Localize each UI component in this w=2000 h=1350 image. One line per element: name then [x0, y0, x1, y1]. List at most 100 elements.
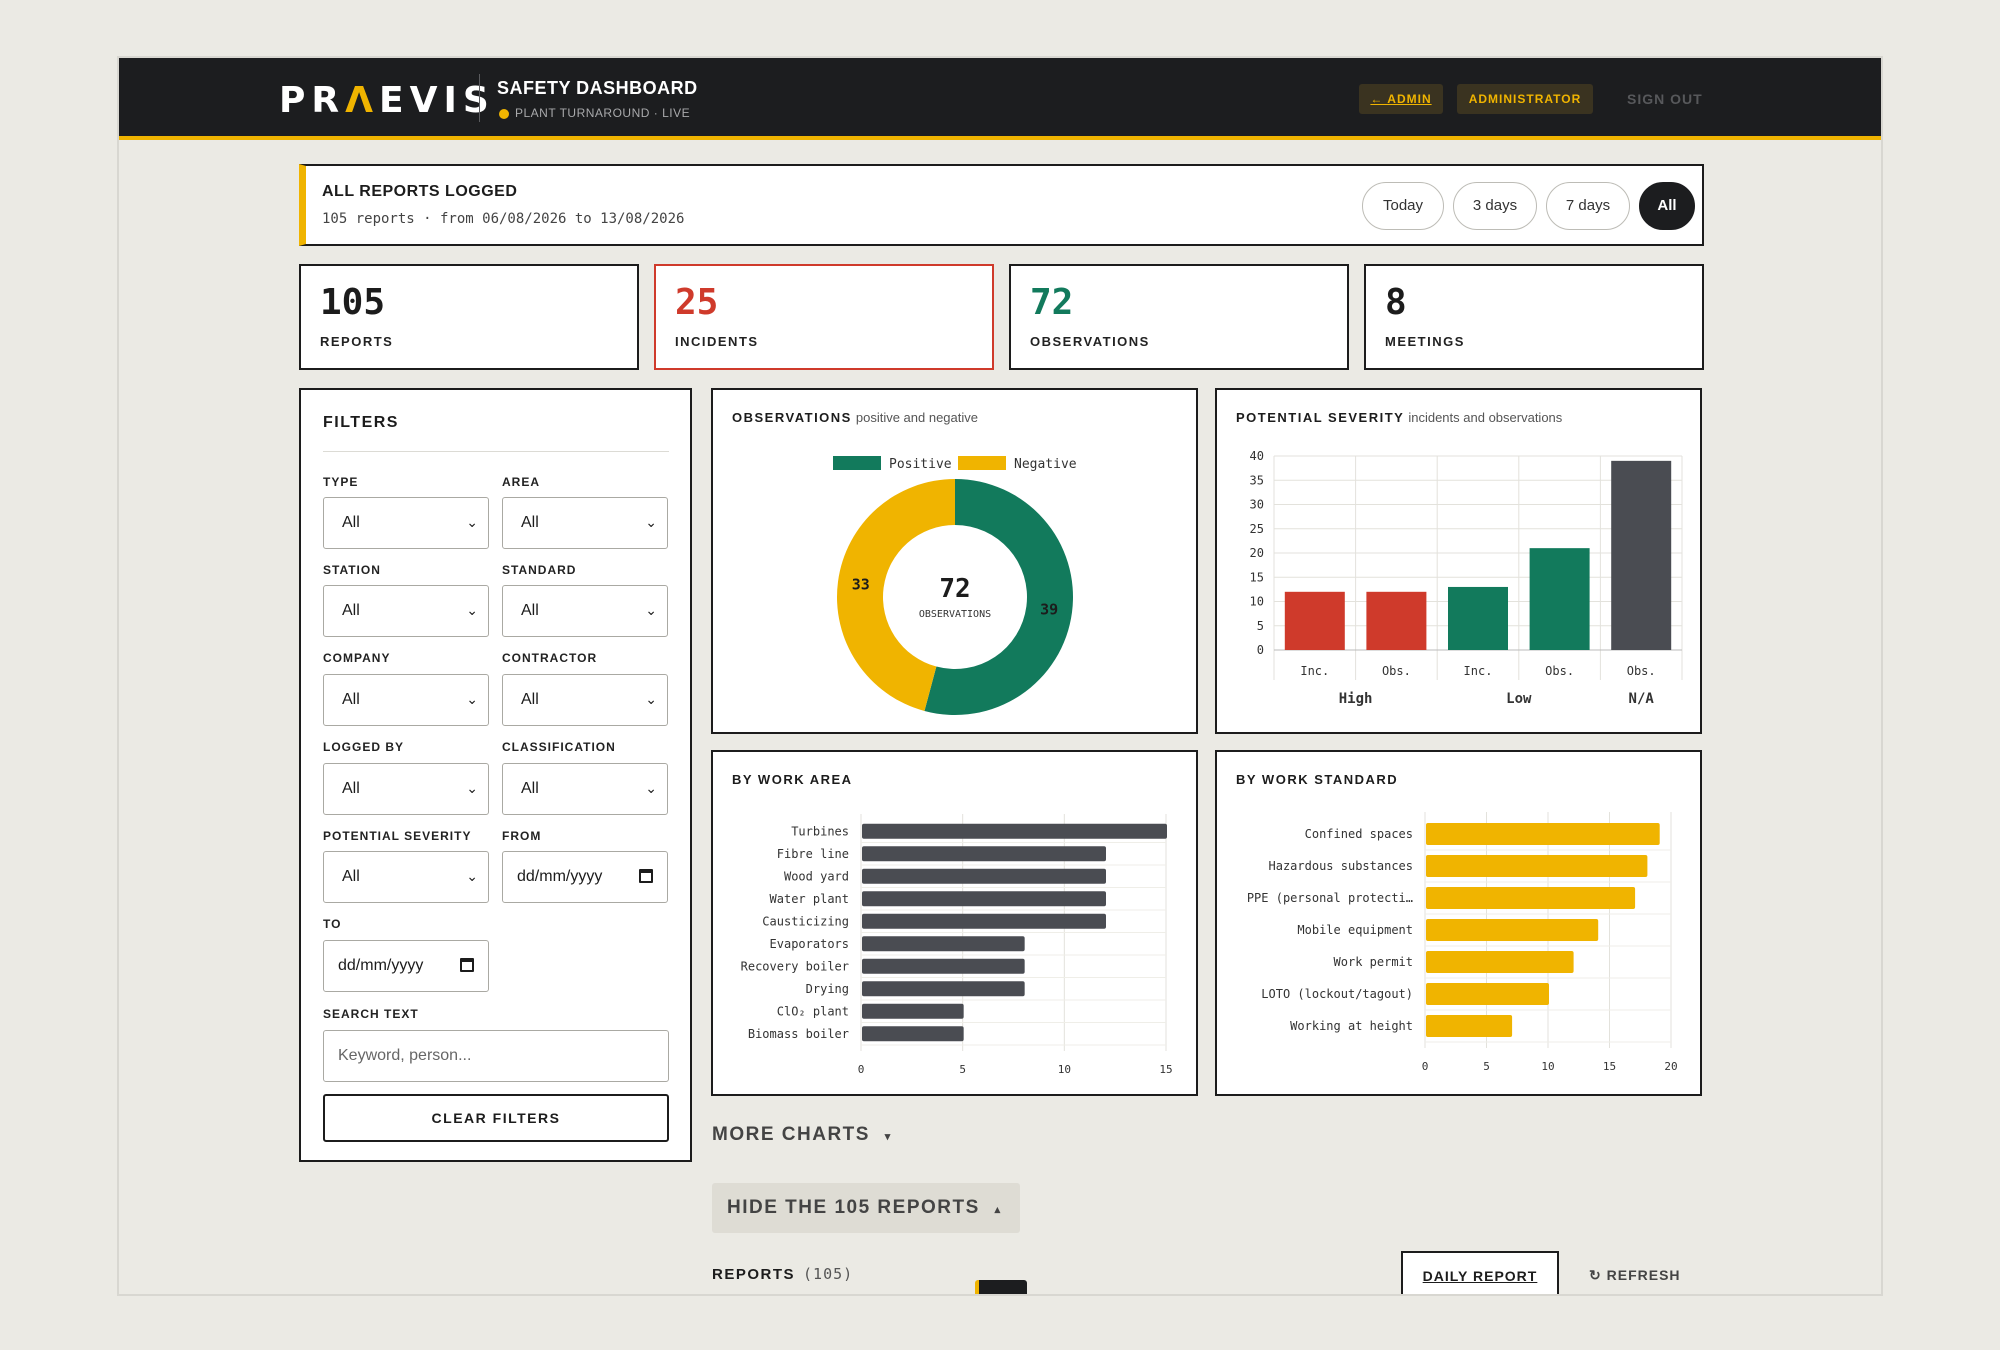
classification-select[interactable]: All ⌄ [502, 763, 668, 815]
bar [862, 1003, 964, 1019]
x-group-label: High [1339, 691, 1373, 707]
y-tick-label: Wood yard [784, 869, 849, 883]
calendar-icon[interactable] [639, 869, 653, 883]
x-tick-label: Inc. [1464, 664, 1493, 678]
x-tick-label: 0 [858, 1063, 865, 1076]
chevron-down-icon: ⌄ [466, 602, 478, 618]
panel-title-text: OBSERVATIONS [732, 410, 852, 425]
y-tick-label: PPE (personal protecti… [1247, 891, 1413, 905]
classification-label: CLASSIFICATION [502, 740, 616, 754]
reports-section-title: REPORTS (105) [712, 1265, 853, 1283]
range-all-button[interactable]: All [1639, 182, 1695, 230]
from-date-input[interactable]: dd/mm/yyyy [502, 851, 668, 903]
y-tick-label: LOTO (lockout/tagout) [1261, 987, 1413, 1001]
panel-title-text: POTENTIAL SEVERITY [1236, 410, 1405, 425]
to-date-value: dd/mm/yyyy [338, 957, 424, 974]
bar [1426, 919, 1599, 941]
potential-severity-value: All [342, 868, 360, 885]
x-group-label: Low [1506, 691, 1532, 707]
y-tick-label: Work permit [1334, 955, 1413, 969]
to-date-input[interactable]: dd/mm/yyyy [323, 940, 489, 992]
bar [862, 981, 1025, 997]
donut-slice [924, 479, 1073, 715]
y-tick-label: Biomass boiler [748, 1027, 849, 1041]
reports-tab-handle[interactable] [975, 1280, 1027, 1294]
hide-reports-button[interactable]: HIDE THE 105 REPORTS ▴ [712, 1183, 1020, 1233]
observations-panel: OBSERVATIONS positive and negative Positi… [711, 388, 1198, 734]
stat-value: 25 [675, 282, 719, 323]
y-tick-label: Fibre line [777, 847, 849, 861]
more-charts-label: MORE CHARTS [712, 1124, 870, 1145]
range-summary: 105 reports · from 06/08/2026 to 13/08/2… [322, 211, 685, 227]
more-charts-toggle[interactable]: MORE CHARTS ▾ [712, 1124, 892, 1146]
bar [1426, 855, 1648, 877]
y-tick-label: 30 [1250, 498, 1264, 512]
contractor-label: CONTRACTOR [502, 651, 598, 665]
from-date-value: dd/mm/yyyy [517, 868, 603, 885]
bar [862, 958, 1025, 974]
y-tick-label: ClO₂ plant [777, 1004, 849, 1018]
filters-divider [323, 451, 669, 452]
search-input[interactable] [323, 1030, 669, 1082]
stat-reports: 105 REPORTS [299, 264, 639, 370]
logged-by-value: All [342, 780, 360, 797]
standard-select[interactable]: All ⌄ [502, 585, 668, 637]
logged-by-select[interactable]: All ⌄ [323, 763, 489, 815]
y-tick-label: 10 [1250, 595, 1264, 609]
company-select[interactable]: All ⌄ [323, 674, 489, 726]
y-tick-label: 20 [1250, 546, 1264, 560]
top-bar: PRΛEVIS SAFETY DASHBOARD PLANT TURNAROUN… [119, 58, 1881, 140]
panel-subtitle: positive and negative [855, 410, 979, 425]
donut-center-value: 72 [939, 574, 970, 604]
x-tick-label: 10 [1058, 1063, 1071, 1076]
panel-subtitle: incidents and observations [1408, 410, 1563, 425]
station-label: STATION [323, 563, 381, 577]
x-tick-label: Obs. [1382, 664, 1411, 678]
y-tick-label: Working at height [1290, 1019, 1413, 1033]
date-range-banner: ALL REPORTS LOGGED 105 reports · from 06… [299, 164, 1704, 246]
type-label: TYPE [323, 475, 359, 489]
legend-label: Positive [889, 457, 952, 472]
stat-value: 105 [320, 282, 386, 323]
admin-link[interactable]: ← ADMIN [1359, 84, 1443, 114]
x-tick-label: 0 [1422, 1060, 1429, 1073]
station-select[interactable]: All ⌄ [323, 585, 489, 637]
refresh-button[interactable]: ↻ REFRESH [1589, 1267, 1681, 1283]
bar [1366, 591, 1427, 650]
sign-out-button[interactable]: SIGN OUT [1627, 91, 1703, 107]
range-7days-button[interactable]: 7 days [1546, 182, 1630, 230]
bar [862, 936, 1025, 952]
station-value: All [342, 602, 360, 619]
area-select[interactable]: All ⌄ [502, 497, 668, 549]
x-tick-label: 10 [1541, 1060, 1554, 1073]
bar [862, 891, 1106, 907]
work-standard-panel: BY WORK STANDARD 0 5 10 15 20 Confined spaces… [1215, 750, 1702, 1096]
x-group-label: N/A [1629, 691, 1655, 707]
app-frame: PRΛEVIS SAFETY DASHBOARD PLANT TURNAROUN… [117, 56, 1883, 1296]
y-tick-label: Hazardous substances [1269, 859, 1414, 873]
y-tick-label: 15 [1250, 570, 1264, 584]
type-select[interactable]: All ⌄ [323, 497, 489, 549]
chevron-down-icon: ⌄ [645, 514, 657, 530]
y-tick-label: 35 [1250, 473, 1264, 487]
chevron-down-icon: ⌄ [466, 780, 478, 796]
y-tick-label: Drying [806, 982, 849, 996]
bar [1426, 983, 1549, 1005]
stat-label: OBSERVATIONS [1030, 334, 1150, 349]
stat-value: 72 [1030, 282, 1074, 323]
potential-severity-select[interactable]: All ⌄ [323, 851, 489, 903]
y-tick-label: Evaporators [770, 937, 849, 951]
bar [862, 913, 1106, 929]
clear-filters-button[interactable]: CLEAR FILTERS [323, 1094, 669, 1142]
stat-label: INCIDENTS [675, 334, 759, 349]
contractor-select[interactable]: All ⌄ [502, 674, 668, 726]
bar [1611, 460, 1672, 650]
observations-title: OBSERVATIONS positive and negative [732, 410, 978, 425]
y-tick-label: Confined spaces [1305, 827, 1413, 841]
bar [862, 823, 1167, 839]
daily-report-button[interactable]: DAILY REPORT [1401, 1251, 1559, 1294]
range-3days-button[interactable]: 3 days [1453, 182, 1537, 230]
calendar-icon[interactable] [460, 958, 474, 972]
work-area-title: BY WORK AREA [732, 772, 853, 787]
range-today-button[interactable]: Today [1362, 182, 1444, 230]
